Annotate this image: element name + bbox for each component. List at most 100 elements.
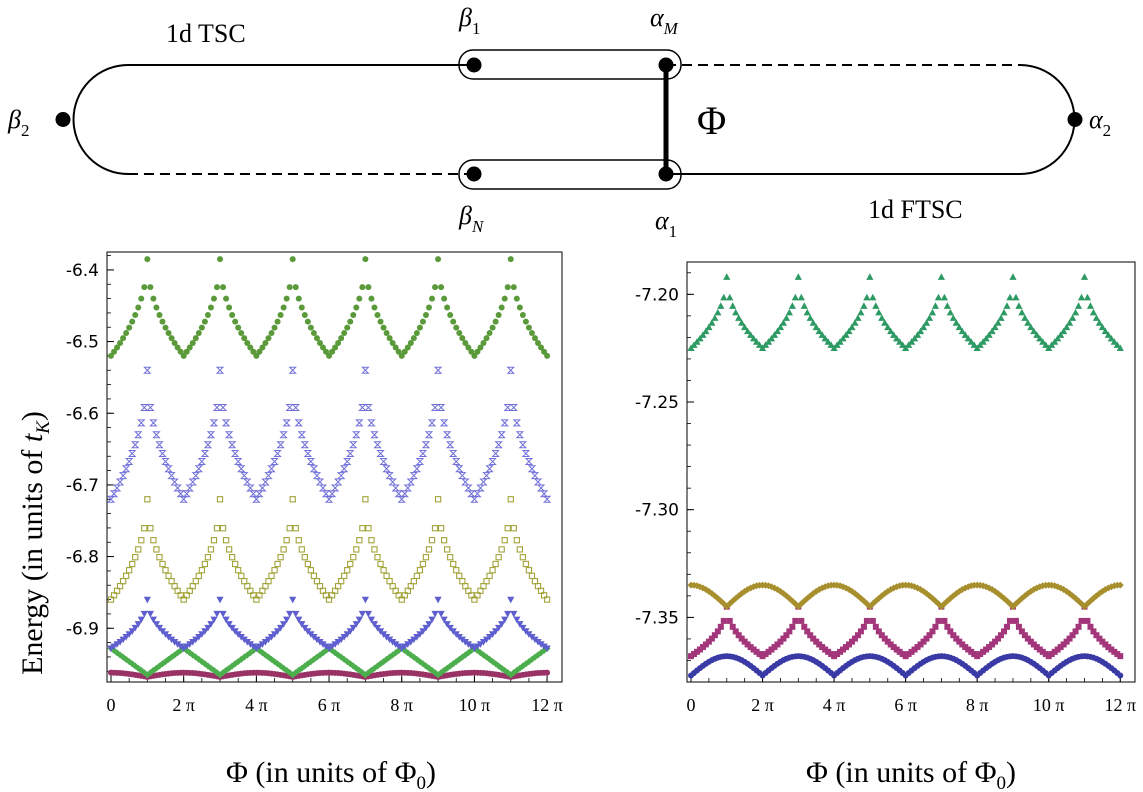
data-point bbox=[857, 308, 865, 316]
data-point bbox=[988, 327, 996, 335]
data-point bbox=[164, 465, 173, 473]
data-point bbox=[489, 567, 496, 574]
data-point bbox=[507, 256, 514, 263]
data-point bbox=[495, 624, 503, 632]
data-point bbox=[424, 431, 434, 439]
data-point bbox=[755, 341, 764, 348]
data-point bbox=[516, 304, 523, 311]
data-point bbox=[373, 624, 382, 632]
data-point bbox=[364, 610, 373, 618]
data-point bbox=[800, 302, 808, 309]
data-point bbox=[717, 623, 724, 630]
x-axis-label-left: Φ (in units of Φ0) bbox=[226, 756, 436, 792]
data-point bbox=[456, 330, 463, 337]
data-point bbox=[941, 617, 948, 624]
data-point bbox=[289, 256, 296, 263]
data-point bbox=[195, 572, 202, 580]
data-point bbox=[944, 623, 951, 630]
data-point bbox=[385, 472, 394, 480]
data-point bbox=[304, 560, 311, 568]
y-tick-label: -7.20 bbox=[635, 285, 679, 305]
data-point bbox=[446, 624, 454, 632]
data-point bbox=[403, 484, 412, 492]
data-point bbox=[247, 344, 254, 351]
data-point bbox=[220, 284, 227, 291]
y-tick-label: -7.25 bbox=[635, 393, 679, 413]
data-point bbox=[235, 567, 242, 574]
data-point bbox=[141, 525, 148, 532]
data-point bbox=[854, 314, 862, 321]
node-beta1 bbox=[466, 57, 482, 73]
node-alpha1 bbox=[658, 166, 674, 182]
data-point bbox=[732, 628, 739, 635]
data-point bbox=[232, 560, 239, 568]
data-point bbox=[162, 567, 169, 574]
data-point bbox=[1036, 334, 1044, 342]
data-point bbox=[474, 348, 481, 355]
data-point bbox=[1039, 338, 1047, 345]
data-point bbox=[343, 457, 352, 465]
data-point bbox=[952, 319, 960, 326]
data-point bbox=[471, 352, 478, 359]
data-point bbox=[206, 431, 216, 439]
data-point bbox=[503, 403, 512, 411]
data-point bbox=[869, 293, 877, 301]
data-point bbox=[352, 621, 360, 628]
data-point bbox=[356, 295, 363, 302]
data-point bbox=[271, 567, 278, 574]
data-point bbox=[204, 312, 211, 319]
data-point bbox=[249, 643, 257, 651]
data-point bbox=[200, 450, 210, 458]
node-alpha2 bbox=[1067, 112, 1083, 127]
data-point bbox=[215, 366, 225, 374]
data-point bbox=[204, 624, 212, 632]
data-point bbox=[218, 403, 228, 411]
data-point bbox=[189, 339, 196, 346]
data-point bbox=[230, 450, 240, 458]
data-point bbox=[386, 335, 393, 342]
data-point bbox=[127, 450, 137, 458]
data-point bbox=[150, 295, 157, 302]
data-point bbox=[233, 457, 243, 465]
data-point bbox=[156, 312, 163, 319]
data-point bbox=[544, 352, 551, 359]
data-point bbox=[937, 273, 946, 280]
data-point bbox=[246, 641, 254, 648]
data-point bbox=[264, 472, 273, 480]
data-point bbox=[135, 304, 142, 311]
data-point bbox=[717, 302, 725, 309]
data-point bbox=[504, 284, 511, 291]
data-point bbox=[156, 554, 163, 561]
data-point bbox=[447, 554, 454, 561]
data-point bbox=[543, 596, 551, 603]
data-point bbox=[147, 525, 154, 532]
data-point bbox=[458, 472, 467, 480]
data-point bbox=[498, 621, 506, 628]
data-point bbox=[209, 419, 219, 427]
x-tick-label: 2 π bbox=[751, 695, 774, 715]
data-point bbox=[495, 554, 502, 561]
data-point bbox=[916, 327, 925, 335]
data-point bbox=[371, 546, 378, 553]
data-point bbox=[1084, 617, 1091, 624]
data-point bbox=[821, 334, 829, 342]
data-point bbox=[794, 273, 802, 280]
data-point bbox=[919, 323, 928, 331]
data-point bbox=[1104, 331, 1112, 338]
data-point bbox=[863, 293, 871, 301]
data-point bbox=[131, 624, 139, 632]
data-point bbox=[117, 339, 124, 346]
data-point bbox=[711, 632, 718, 639]
data-point bbox=[1012, 293, 1020, 301]
data-point bbox=[307, 324, 314, 331]
data-point bbox=[729, 302, 737, 309]
data-point bbox=[319, 641, 327, 648]
data-point bbox=[295, 616, 303, 624]
data-point bbox=[515, 431, 525, 439]
data-point bbox=[326, 352, 333, 359]
data-point bbox=[292, 525, 299, 532]
data-point bbox=[498, 304, 505, 311]
data-point bbox=[418, 450, 428, 458]
data-point bbox=[467, 490, 476, 498]
data-point bbox=[857, 628, 864, 635]
